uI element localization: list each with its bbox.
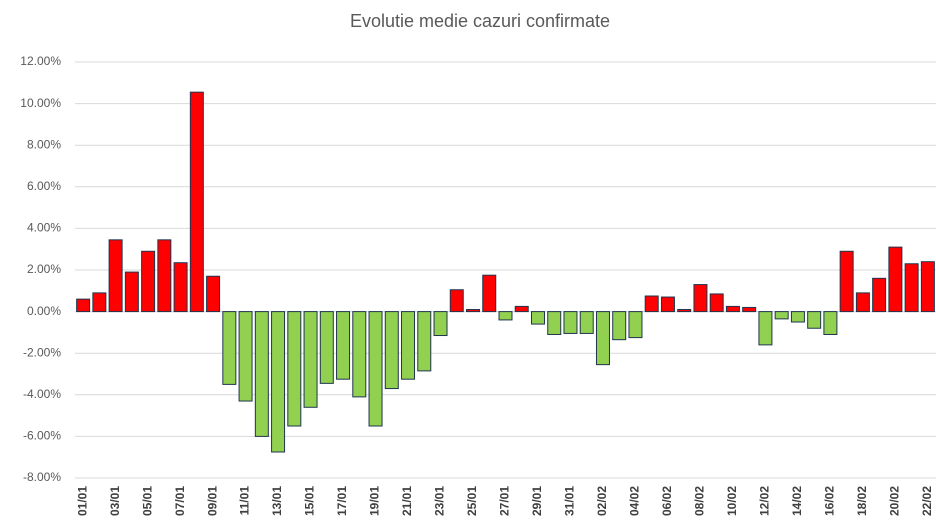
- bar: [222, 311, 237, 385]
- y-tick-label: 8.00%: [27, 137, 61, 151]
- bar: [189, 91, 204, 313]
- bar: [644, 295, 659, 313]
- bar: [920, 261, 935, 313]
- bar: [368, 311, 383, 427]
- bar: [108, 239, 123, 313]
- y-tick-label: 12.00%: [20, 54, 61, 68]
- x-tick-label: 14/02: [790, 486, 804, 516]
- x-tick-label: 15/01: [303, 486, 317, 516]
- x-tick-label: 03/01: [108, 486, 122, 516]
- bar: [433, 311, 448, 337]
- bar: [124, 271, 139, 313]
- x-tick-label: 06/02: [660, 486, 674, 516]
- bar: [206, 275, 221, 313]
- x-tick-label: 08/02: [693, 486, 707, 516]
- bar: [547, 311, 562, 335]
- x-tick-label: 05/01: [140, 486, 154, 516]
- x-tick-label: 31/01: [563, 486, 577, 516]
- x-tick-label: 10/02: [725, 486, 739, 516]
- bar: [595, 311, 610, 366]
- bar: [238, 311, 253, 402]
- y-tick-label: 6.00%: [27, 179, 61, 193]
- x-tick-label: 02/02: [595, 486, 609, 516]
- bar: [417, 311, 432, 372]
- y-tick-label: 2.00%: [27, 262, 61, 276]
- x-tick-label: 04/02: [628, 486, 642, 516]
- bar: [807, 311, 822, 329]
- bar: [709, 293, 724, 313]
- bar: [677, 309, 692, 313]
- bar: [173, 262, 188, 313]
- x-tick-label: 25/01: [465, 486, 479, 516]
- bar: [336, 311, 351, 380]
- bar: [790, 311, 805, 323]
- x-tick-label: 16/02: [823, 486, 837, 516]
- x-tick-label: 17/01: [335, 486, 349, 516]
- bar: [904, 263, 919, 313]
- bar: [660, 296, 675, 313]
- bar: [725, 305, 740, 313]
- bar: [742, 306, 757, 313]
- bar: [612, 311, 627, 341]
- x-tick-label: 21/01: [400, 486, 414, 516]
- x-tick-label: 18/02: [855, 486, 869, 516]
- x-tick-label: 11/01: [238, 486, 252, 516]
- y-tick-label: 4.00%: [27, 221, 61, 235]
- bar: [579, 311, 594, 334]
- x-tick-label: 27/01: [498, 486, 512, 516]
- bar: [855, 292, 870, 313]
- bar: [774, 311, 789, 320]
- bar: [384, 311, 399, 390]
- x-tick-label: 13/01: [270, 486, 284, 516]
- bar: [693, 284, 708, 313]
- x-tick-label: 12/02: [758, 486, 772, 516]
- bar: [92, 292, 107, 313]
- bar: [758, 311, 773, 346]
- chart-title: Evolutie medie cazuri confirmate: [350, 11, 610, 31]
- bar: [466, 309, 481, 313]
- bar: [888, 246, 903, 313]
- bar: [839, 250, 854, 313]
- bar: [319, 311, 334, 384]
- x-tick-label: 07/01: [173, 486, 187, 516]
- y-tick-label: 10.00%: [20, 96, 61, 110]
- x-tick-label: 09/01: [205, 486, 219, 516]
- bar: [563, 311, 578, 334]
- y-tick-label: -4.00%: [23, 387, 61, 401]
- x-tick-label: 20/02: [888, 486, 902, 516]
- bar: [449, 289, 464, 313]
- x-tick-label: 01/01: [75, 486, 89, 516]
- bar: [872, 277, 887, 313]
- bar: [76, 298, 91, 313]
- bar: [157, 239, 172, 313]
- x-tick-label: 19/01: [368, 486, 382, 516]
- bar: [482, 274, 497, 313]
- y-tick-label: -8.00%: [23, 470, 61, 484]
- bar: [530, 311, 545, 325]
- x-tick-label: 22/02: [920, 486, 934, 516]
- bar: [303, 311, 318, 408]
- bar: [352, 311, 367, 398]
- bar: [401, 311, 416, 380]
- y-tick-label: 0.00%: [27, 304, 61, 318]
- bar: [498, 311, 513, 321]
- bar: [287, 311, 302, 427]
- y-tick-label: -6.00%: [23, 429, 61, 443]
- y-tick-label: -2.00%: [23, 345, 61, 359]
- x-tick-label: 29/01: [530, 486, 544, 516]
- bar: [823, 311, 838, 335]
- x-tick-label: 23/01: [433, 486, 447, 516]
- bar: [514, 305, 529, 313]
- bar: [141, 250, 156, 313]
- bar: [254, 311, 269, 437]
- bar: [271, 311, 286, 453]
- bar: [628, 311, 643, 339]
